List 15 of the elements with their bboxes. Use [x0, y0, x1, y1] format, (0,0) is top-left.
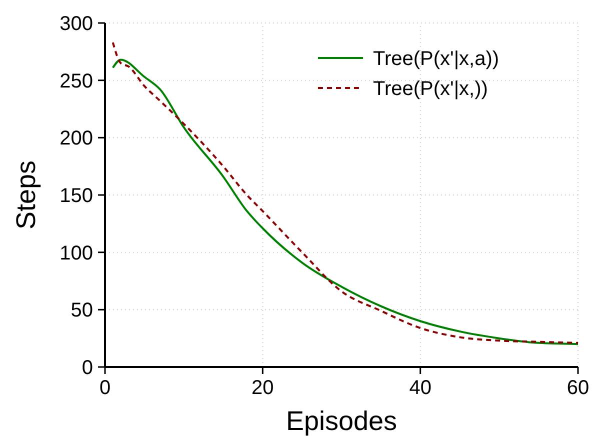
- y-tick-label: 250: [60, 70, 93, 92]
- y-axis-title: Steps: [11, 160, 41, 230]
- legend-label: Tree(P(x'|x,a)): [373, 48, 500, 70]
- x-tick-label: 60: [566, 377, 590, 399]
- y-tick-label: 100: [60, 242, 93, 264]
- y-tick-label: 200: [60, 128, 93, 150]
- y-tick-label: 150: [60, 185, 93, 207]
- legend-label: Tree(P(x'|x,)): [373, 78, 488, 100]
- x-tick-label: 0: [99, 377, 111, 399]
- x-tick-label: 20: [252, 377, 274, 399]
- y-tick-label: 50: [70, 300, 93, 322]
- x-tick-label: 40: [409, 377, 432, 399]
- y-tick-label: 300: [60, 13, 93, 35]
- y-tick-label: 0: [82, 357, 93, 379]
- x-axis-title: Episodes: [286, 406, 398, 436]
